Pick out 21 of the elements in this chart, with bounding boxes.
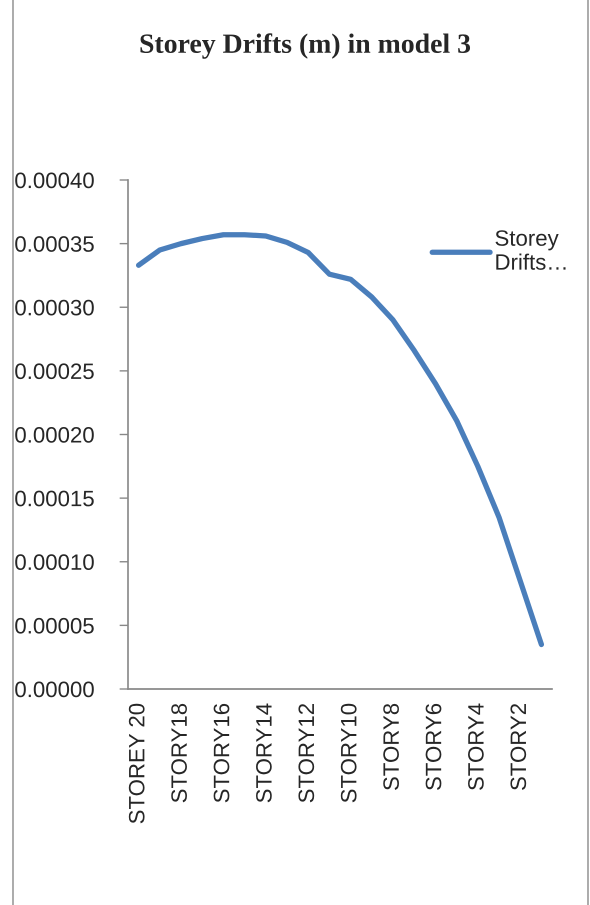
- x-tick-label: STORY16: [214, 704, 230, 802]
- y-tick-label: 0.00005: [15, 618, 94, 634]
- y-tick-label: 0.00030: [15, 300, 94, 316]
- x-tick-label: STORY2: [510, 704, 526, 790]
- chart-title: Storey Drifts (m) in model 3: [140, 33, 470, 59]
- x-tick-label: STORY18: [171, 704, 187, 802]
- x-tick-label: STORY6: [426, 704, 442, 790]
- y-tick-label: 0.00035: [15, 236, 94, 252]
- x-tick-label: STORY4: [468, 704, 484, 790]
- y-tick-label: 0.00040: [15, 172, 94, 188]
- x-tick-label: STORY14: [256, 704, 272, 802]
- y-tick-label: 0.00000: [15, 682, 94, 698]
- x-tick-label: STORY10: [340, 704, 357, 802]
- x-tick-label: STOREY 20: [128, 704, 145, 824]
- legend-label: Storey Drifts…: [495, 230, 566, 270]
- y-tick-label: 0.00025: [15, 363, 94, 380]
- x-tick-label: STORY8: [383, 704, 399, 790]
- x-tick-label: STORY12: [298, 704, 314, 802]
- y-tick-label: 0.00020: [15, 427, 94, 443]
- y-tick-label: 0.00015: [15, 490, 94, 506]
- y-tick-label: 0.00010: [15, 554, 94, 570]
